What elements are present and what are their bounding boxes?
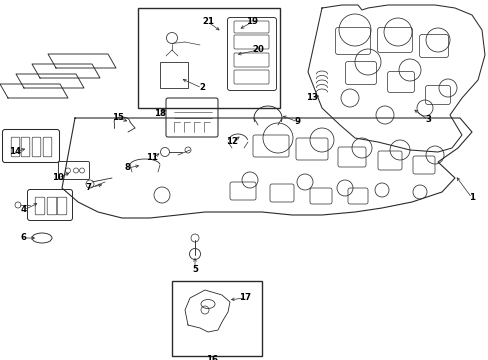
Text: 10: 10 — [52, 174, 64, 183]
Text: 7: 7 — [85, 184, 91, 193]
Text: 16: 16 — [205, 356, 218, 360]
Text: 1: 1 — [468, 194, 474, 202]
Text: 21: 21 — [202, 18, 214, 27]
Text: 6: 6 — [21, 234, 27, 243]
Text: 8: 8 — [125, 163, 131, 172]
Bar — [172, 281, 262, 356]
Text: 4: 4 — [21, 206, 27, 215]
Text: 20: 20 — [251, 45, 264, 54]
Text: 14: 14 — [9, 148, 21, 157]
Text: 3: 3 — [424, 116, 430, 125]
Text: 5: 5 — [192, 266, 198, 274]
Text: 13: 13 — [305, 94, 317, 103]
Text: 11: 11 — [146, 153, 158, 162]
Text: 2: 2 — [199, 84, 204, 93]
Bar — [160, 62, 187, 88]
Bar — [138, 8, 280, 108]
Text: 18: 18 — [154, 109, 165, 118]
Text: 19: 19 — [245, 18, 258, 27]
Text: 17: 17 — [239, 293, 250, 302]
Text: 12: 12 — [225, 138, 238, 147]
Text: 15: 15 — [112, 113, 123, 122]
Text: 9: 9 — [294, 117, 301, 126]
